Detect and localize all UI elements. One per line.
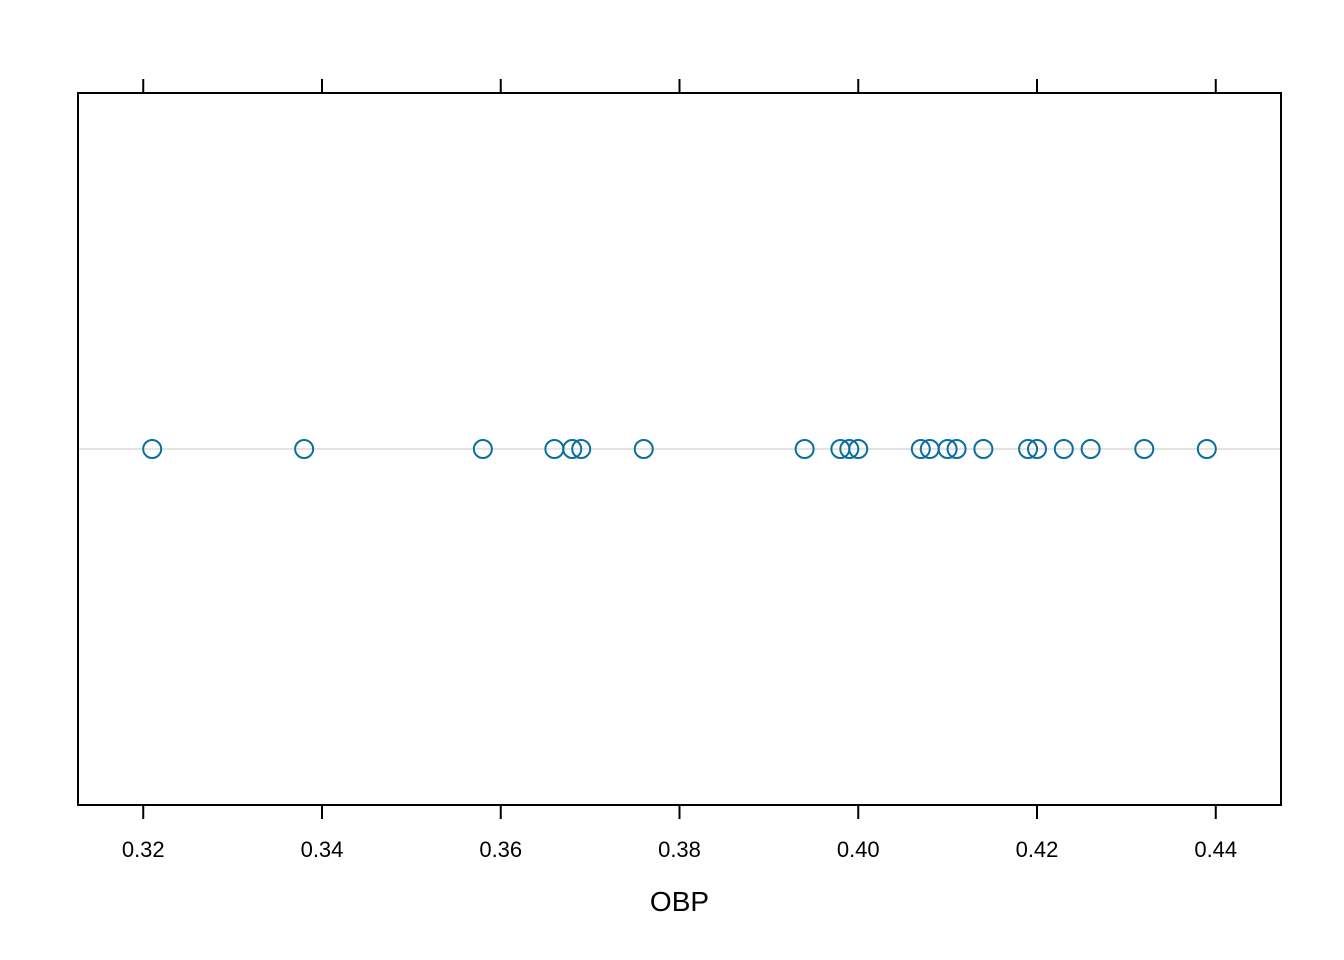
x-tick-label: 0.36 — [479, 837, 522, 862]
x-tick-label: 0.42 — [1016, 837, 1059, 862]
x-tick-label: 0.40 — [837, 837, 880, 862]
plot-frame — [77, 92, 1282, 806]
data-point — [1196, 439, 1217, 459]
data-point — [1053, 439, 1074, 459]
x-tick-label: 0.34 — [301, 837, 344, 862]
data-point — [937, 439, 958, 459]
data-point — [848, 439, 869, 459]
top-axis-ticks — [142, 79, 1217, 93]
data-point — [910, 439, 931, 459]
x-tick-label: 0.44 — [1194, 837, 1237, 862]
data-point — [633, 439, 654, 459]
x-tick-label: 0.32 — [122, 837, 165, 862]
data-points — [142, 439, 1217, 459]
data-point — [1027, 439, 1048, 459]
x-axis-tick-labels: 0.32 0.34 0.36 0.38 0.40 0.42 0.44 — [122, 837, 1237, 862]
data-point — [562, 439, 583, 459]
data-point — [1018, 439, 1039, 459]
bottom-axis-ticks — [142, 805, 1217, 819]
data-point — [142, 439, 163, 459]
x-axis-label: OBP — [650, 886, 709, 917]
x-tick-label: 0.38 — [658, 837, 701, 862]
data-point — [571, 439, 592, 459]
data-point — [794, 439, 815, 459]
data-point — [472, 439, 493, 459]
data-point — [1134, 439, 1155, 459]
data-point — [973, 439, 994, 459]
data-point — [946, 439, 967, 459]
data-point — [294, 439, 315, 459]
data-point — [839, 439, 860, 459]
data-point — [1080, 439, 1101, 459]
